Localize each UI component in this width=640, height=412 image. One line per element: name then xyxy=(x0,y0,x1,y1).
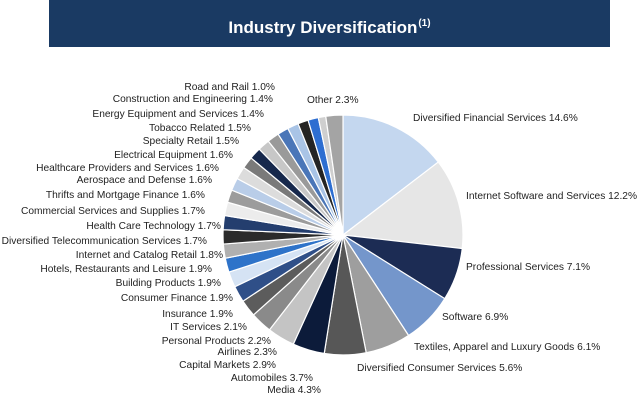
slice-label: Health Care Technology 1.7% xyxy=(86,221,221,232)
slice-label: Energy Equipment and Services 1.4% xyxy=(92,109,264,120)
slice-label: Software 6.9% xyxy=(442,312,508,323)
pie-slice xyxy=(325,114,344,236)
slice-label: Commercial Services and Supplies 1.7% xyxy=(21,206,205,217)
slice-label: Healthcare Providers and Services 1.6% xyxy=(36,163,219,174)
pie-slices xyxy=(222,114,464,356)
slice-label: Diversified Telecommunication Services 1… xyxy=(2,236,207,247)
slice-label: Professional Services 7.1% xyxy=(466,262,590,273)
slice-label: Internet Software and Services 12.2% xyxy=(466,191,637,202)
slice-label: Media 4.3% xyxy=(267,385,321,396)
slice-label: Aerospace and Defense 1.6% xyxy=(77,175,212,186)
chart-title: Industry Diversification xyxy=(228,18,418,37)
slice-label: Diversified Consumer Services 5.6% xyxy=(357,363,522,374)
slice-labels: Diversified Financial Services 14.6% Inte… xyxy=(2,82,637,396)
slice-label: Construction and Engineering 1.4% xyxy=(113,94,273,105)
slice-label: Internet and Catalog Retail 1.8% xyxy=(76,250,223,261)
pie-slice xyxy=(341,161,464,250)
slice-label: Building Products 1.9% xyxy=(116,278,221,289)
slice-label: Capital Markets 2.9% xyxy=(179,360,276,371)
slice-label: Textiles, Apparel and Luxury Goods 6.1% xyxy=(414,342,600,353)
pie-slice xyxy=(342,114,440,237)
slice-label: Personal Products 2.2% xyxy=(162,336,271,347)
slice-label: Airlines 2.3% xyxy=(218,347,277,358)
slice-label: Consumer Finance 1.9% xyxy=(121,293,233,304)
chart-title-bar: Industry Diversification(1) xyxy=(49,0,610,47)
slice-label: Automobiles 3.7% xyxy=(231,373,313,384)
slice-label: IT Services 2.1% xyxy=(170,322,247,333)
slice-label: Diversified Financial Services 14.6% xyxy=(413,113,578,124)
slice-label: Other 2.3% xyxy=(307,95,359,106)
slice-label: Electrical Equipment 1.6% xyxy=(114,150,233,161)
slice-label: Hotels, Restaurants and Leisure 1.9% xyxy=(40,264,212,275)
footnote-marker: (1) xyxy=(418,18,431,29)
slice-label: Insurance 1.9% xyxy=(162,309,233,320)
slice-label: Thrifts and Mortgage Finance 1.6% xyxy=(46,190,205,201)
slice-label: Tobacco Related 1.5% xyxy=(149,123,251,134)
slice-label: Road and Rail 1.0% xyxy=(184,82,275,93)
slice-label: Specialty Retail 1.5% xyxy=(143,136,239,147)
